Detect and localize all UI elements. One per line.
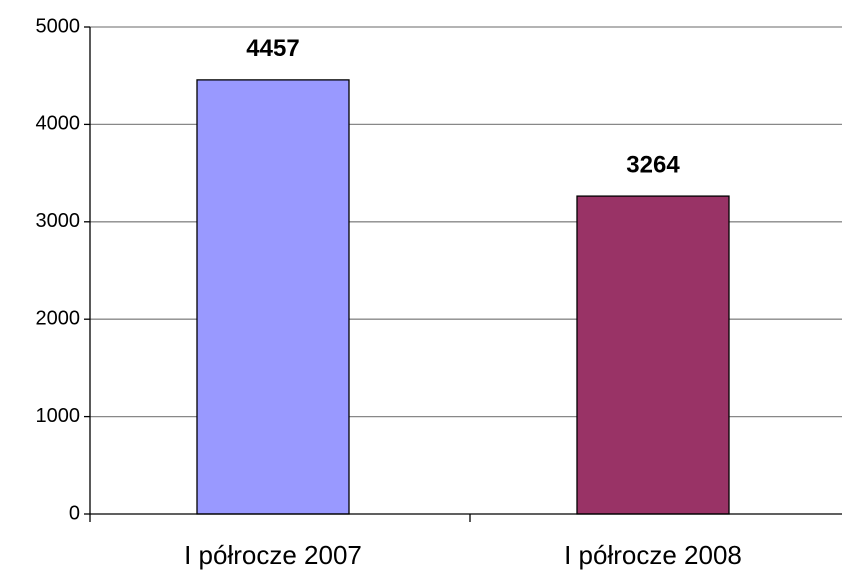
y-tick-label: 5000 xyxy=(36,15,81,37)
y-tick-label: 0 xyxy=(69,502,80,524)
y-tick-label: 1000 xyxy=(36,405,81,427)
y-tick-label: 4000 xyxy=(36,113,81,135)
bar xyxy=(576,195,730,515)
x-tick-label: I półrocze 2008 xyxy=(564,540,742,570)
x-tick-label: I półrocze 2007 xyxy=(184,540,362,570)
data-label: 3264 xyxy=(626,151,680,178)
y-tick-label: 3000 xyxy=(36,210,81,232)
data-label: 4457 xyxy=(246,35,299,62)
bar xyxy=(196,79,350,515)
y-tick-label: 2000 xyxy=(36,307,81,329)
